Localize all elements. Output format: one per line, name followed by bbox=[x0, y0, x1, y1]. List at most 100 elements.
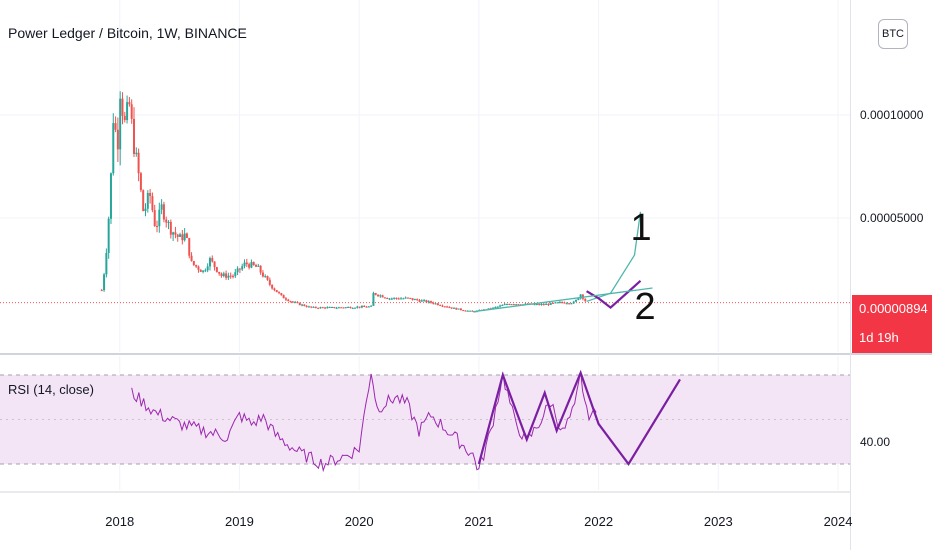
candle-body bbox=[100, 290, 103, 292]
candle-body bbox=[416, 299, 419, 301]
candle-body bbox=[105, 252, 108, 275]
candle-body bbox=[570, 303, 573, 305]
candle-body bbox=[211, 258, 214, 262]
candle-body bbox=[370, 305, 373, 307]
rsi-tick-label: 40.00 bbox=[860, 435, 890, 449]
candle-body bbox=[312, 306, 315, 308]
candle-body bbox=[340, 307, 343, 309]
candle-body bbox=[337, 307, 340, 309]
candle-body bbox=[172, 232, 175, 235]
candle-body bbox=[146, 192, 149, 209]
annotation-2: 2 bbox=[635, 286, 656, 328]
candle-body bbox=[206, 266, 209, 271]
candle-body bbox=[434, 303, 437, 305]
candle-body bbox=[266, 276, 269, 280]
candle-body bbox=[409, 297, 412, 299]
price-tick-label: 0.00010000 bbox=[860, 108, 924, 122]
current-price-value: 0.00000894 bbox=[859, 301, 928, 316]
candle-body bbox=[397, 298, 400, 300]
candle-body bbox=[333, 306, 336, 309]
rsi-axis[interactable]: 40.00 bbox=[860, 435, 890, 449]
candle-body bbox=[561, 302, 564, 304]
candle-body bbox=[259, 265, 262, 273]
candle-body bbox=[116, 129, 119, 150]
candle-body bbox=[533, 304, 536, 306]
candle-body bbox=[351, 307, 354, 309]
candle-body bbox=[342, 307, 345, 309]
time-axis[interactable]: 2018 2019 2020 2021 2022 2023 2024 bbox=[105, 514, 852, 529]
candle-body bbox=[245, 262, 248, 265]
candle-body bbox=[457, 308, 460, 310]
candle-body bbox=[291, 301, 294, 303]
candle-body bbox=[126, 102, 129, 121]
candle-body bbox=[229, 275, 232, 277]
time-tick-label: 2023 bbox=[704, 514, 733, 529]
candle-body bbox=[222, 273, 225, 277]
candle-body bbox=[349, 306, 352, 309]
candle-body bbox=[459, 308, 462, 311]
candle-body bbox=[492, 307, 495, 309]
candle-body bbox=[446, 306, 449, 308]
candle-body bbox=[183, 233, 186, 241]
time-tick-label: 2018 bbox=[105, 514, 134, 529]
rsi-indicator-label[interactable]: RSI (14, close) bbox=[8, 382, 94, 397]
currency-badge[interactable]: BTC bbox=[878, 19, 908, 49]
candle-body bbox=[271, 284, 274, 289]
rsi-line bbox=[131, 371, 597, 473]
time-tick-label: 2019 bbox=[225, 514, 254, 529]
candle-body bbox=[549, 302, 552, 305]
candle-body bbox=[427, 301, 430, 303]
candle-body bbox=[450, 307, 453, 309]
candle-body bbox=[547, 303, 550, 305]
candle-body bbox=[185, 233, 188, 238]
candle-body bbox=[432, 302, 435, 304]
rsi-band-lines bbox=[0, 374, 850, 465]
candle-body bbox=[231, 275, 234, 277]
candle-body bbox=[538, 303, 541, 305]
candle-body bbox=[158, 209, 161, 227]
candle-body bbox=[462, 310, 465, 312]
time-tick-label: 2024 bbox=[824, 514, 853, 529]
candle-body bbox=[324, 307, 327, 309]
rsi-drawing bbox=[477, 369, 681, 466]
candle-body bbox=[501, 304, 504, 306]
chart-title[interactable]: Power Ledger / Bitcoin, 1W, BINANCE bbox=[8, 25, 247, 41]
candle-body bbox=[448, 307, 451, 309]
candle-body bbox=[162, 204, 165, 220]
candle-body bbox=[151, 196, 154, 211]
candle-body bbox=[411, 298, 414, 300]
candle-body bbox=[358, 306, 361, 308]
candle-body bbox=[374, 293, 377, 295]
candle-body bbox=[347, 306, 350, 308]
candle-body bbox=[128, 102, 131, 105]
price-series bbox=[100, 91, 587, 313]
trendline bbox=[472, 287, 653, 313]
candle-body bbox=[455, 307, 458, 310]
candle-body bbox=[139, 173, 142, 191]
candle-body bbox=[542, 304, 545, 306]
candle-body bbox=[227, 275, 230, 278]
candle-body bbox=[321, 307, 324, 309]
candle-body bbox=[238, 268, 241, 270]
candle-body bbox=[372, 293, 375, 306]
candle-body bbox=[160, 204, 163, 210]
candle-body bbox=[568, 303, 571, 305]
annotation-1: 1 bbox=[631, 207, 652, 249]
user-drawings[interactable]: 12 bbox=[472, 207, 681, 466]
candle-body bbox=[429, 301, 432, 303]
price-tick-label: 0.00005000 bbox=[860, 211, 924, 225]
bar-countdown: 1d 19h bbox=[859, 330, 899, 345]
price-axis[interactable]: 0.00010000 0.00005000 bbox=[860, 108, 924, 225]
candle-body bbox=[132, 118, 135, 154]
candle-body bbox=[241, 266, 244, 270]
candle-body bbox=[565, 303, 568, 305]
candle-body bbox=[208, 258, 211, 267]
candle-body bbox=[423, 300, 426, 302]
candle-body bbox=[156, 226, 159, 228]
candle-body bbox=[441, 305, 444, 307]
candle-body bbox=[220, 273, 223, 277]
candle-body bbox=[379, 295, 382, 297]
candle-body bbox=[174, 232, 177, 235]
